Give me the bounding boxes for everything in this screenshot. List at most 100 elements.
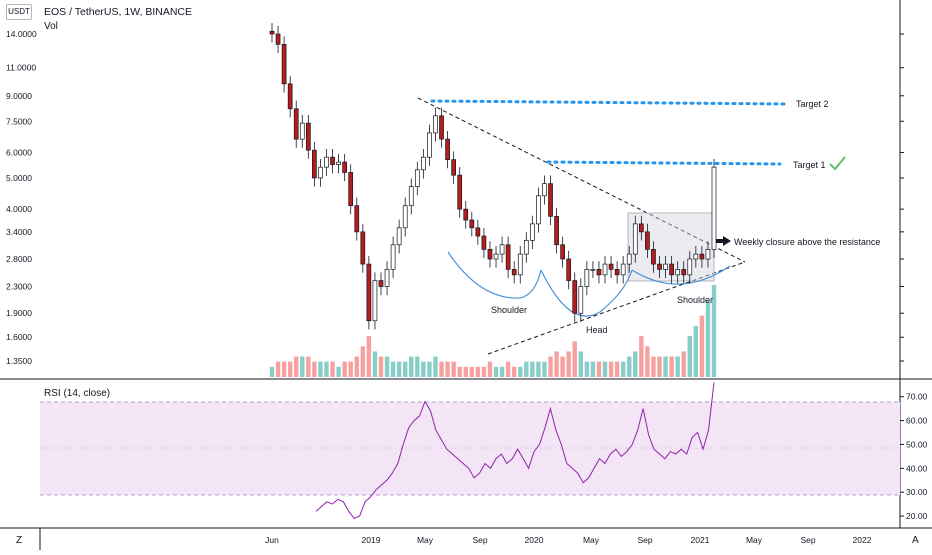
left-shoulder-curve	[447, 251, 542, 299]
price-axis[interactable]: 14.0000 11.0000 9.0000 7.5000 6.0000 5.0000 4.…	[6, 29, 904, 366]
timezone-corner[interactable]: Z	[16, 535, 23, 546]
volume-bar	[639, 336, 644, 377]
candle-body	[469, 219, 475, 229]
rsi-axis[interactable]: 70.00 60.00 50.00 40.00 30.00 20.00	[900, 392, 928, 521]
volume-bar	[548, 356, 553, 377]
candle-body	[457, 174, 463, 210]
candle-body	[536, 195, 541, 225]
rsi-tick-label: 30.00	[906, 487, 928, 497]
candle-body	[596, 269, 602, 276]
candle-body	[578, 286, 584, 314]
volume-bar	[427, 361, 432, 377]
rsi-title: RSI (14, close)	[44, 388, 111, 399]
candle-body	[602, 263, 608, 276]
candles[interactable]	[269, 23, 717, 330]
time-axis[interactable]: Jun 2019 May Sep 2020 May Sep 2021 May Sep 2022	[265, 535, 872, 545]
volume-bar	[596, 361, 602, 377]
candle-body	[408, 186, 414, 207]
time-tick-label: Sep	[472, 535, 487, 545]
auto-scale-button[interactable]: A	[912, 535, 919, 546]
volume-bar	[651, 356, 656, 377]
volume-bar	[657, 356, 662, 377]
candle-body	[293, 108, 299, 140]
candle-body	[433, 115, 438, 134]
time-tick-label: 2020	[525, 535, 544, 545]
volume-bar	[372, 351, 378, 377]
candle-body	[499, 244, 505, 255]
price-tick-label: 11.0000	[6, 63, 36, 73]
currency-button[interactable]: USDT	[6, 4, 32, 20]
volume-bars	[269, 285, 717, 377]
candle-body	[336, 161, 341, 165]
volume-bar	[384, 356, 390, 377]
head-label: Head	[586, 325, 608, 335]
volume-bar	[342, 361, 347, 377]
price-tick-label: 14.0000	[6, 29, 37, 39]
volume-bar	[499, 366, 505, 377]
volume-bar	[620, 361, 626, 377]
candle-body	[505, 244, 511, 270]
candle-body	[493, 253, 499, 260]
volume-bar	[336, 366, 341, 377]
candle-body	[372, 280, 378, 322]
candle-body	[396, 227, 402, 246]
candle-body	[590, 269, 596, 271]
volume-bar	[633, 351, 638, 377]
volume-bar	[269, 366, 275, 377]
candle-body	[645, 231, 650, 250]
candle-body	[620, 263, 626, 276]
volume-bar	[287, 361, 293, 377]
price-tick-label: 5.0000	[6, 173, 32, 183]
candle-body	[487, 249, 493, 260]
volume-bar	[300, 356, 305, 377]
volume-bar	[554, 351, 559, 377]
left-arrow-icon	[716, 236, 731, 246]
candle-body	[281, 44, 287, 85]
volume-bar	[711, 285, 717, 377]
volume-bar	[415, 356, 420, 377]
candle-body	[348, 172, 354, 207]
volume-bar	[354, 356, 359, 377]
volume-bar	[705, 300, 711, 377]
volume-label: Vol	[44, 21, 58, 32]
volume-bar	[439, 361, 444, 377]
candle-body	[566, 258, 572, 281]
candle-body	[360, 231, 366, 265]
volume-bar	[687, 336, 692, 377]
support-trendline	[487, 261, 746, 355]
price-tick-label: 1.6000	[6, 332, 32, 342]
volume-bar	[324, 361, 329, 377]
candle-body	[693, 253, 699, 260]
time-tick-label: 2021	[691, 535, 710, 545]
candle-body	[384, 269, 390, 287]
volume-bar	[396, 361, 402, 377]
check-icon	[829, 156, 846, 171]
candle-body	[681, 269, 687, 276]
rsi-tick-label: 20.00	[906, 511, 928, 521]
candle-body	[390, 244, 396, 270]
volume-bar	[511, 366, 517, 377]
volume-bar	[421, 361, 426, 377]
candle-body	[530, 223, 535, 241]
volume-bar	[360, 346, 366, 377]
chart-drawings	[417, 97, 846, 355]
candle-body	[638, 223, 644, 233]
price-tick-label: 2.8000	[6, 254, 32, 264]
volume-bar	[294, 356, 299, 377]
rsi-tick-label: 40.00	[906, 463, 928, 473]
candle-body	[614, 269, 620, 276]
rsi-tick-label: 50.00	[906, 439, 928, 449]
volume-bar	[693, 325, 699, 377]
time-tick-label: May	[417, 535, 434, 545]
candle-body	[378, 280, 384, 287]
candle-body	[632, 223, 638, 255]
candle-body	[560, 244, 565, 260]
resistance-note: Weekly closure above the resistance	[734, 237, 880, 247]
volume-bar	[578, 351, 583, 377]
volume-bar	[312, 361, 317, 377]
rsi-tick-label: 70.00	[906, 392, 928, 402]
volume-bar	[627, 356, 632, 377]
volume-bar	[318, 361, 323, 377]
